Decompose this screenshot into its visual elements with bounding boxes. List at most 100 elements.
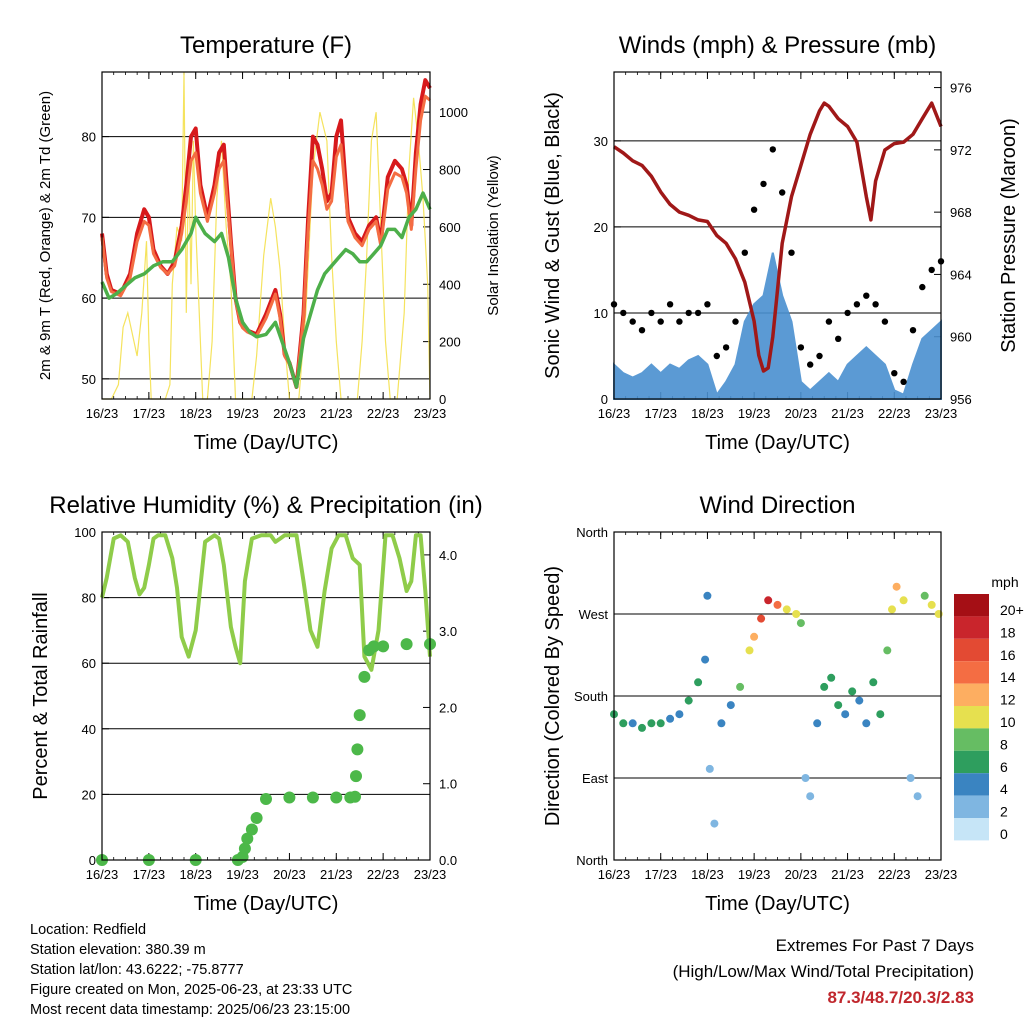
precip-point bbox=[350, 770, 362, 783]
y-tick-label: 50 bbox=[82, 372, 96, 387]
gust-point bbox=[760, 180, 767, 188]
y2-tick-label: 3.0 bbox=[439, 624, 457, 639]
y2-axis-label: Solar Insolation (Yellow) bbox=[485, 155, 502, 315]
chart-title-3: Relative Humidity (%) & Precipitation (i… bbox=[49, 492, 482, 519]
direction-point bbox=[806, 792, 815, 801]
y-axis-label: Percent & Total Rainfall bbox=[30, 592, 52, 800]
x-tick-label: 23/23 bbox=[925, 867, 958, 882]
gust-point bbox=[900, 378, 907, 385]
recent-text: Most recent data timestamp: 2025/06/23 2… bbox=[30, 1002, 351, 1018]
legend-label: 12 bbox=[1000, 692, 1016, 708]
x-tick-label: 22/23 bbox=[878, 867, 911, 882]
x-axis-label: Time (Day/UTC) bbox=[705, 893, 850, 915]
precip-point bbox=[358, 670, 371, 683]
y-tick-label: 80 bbox=[82, 130, 96, 145]
gust-point bbox=[676, 318, 683, 325]
x-tick-label: 16/23 bbox=[598, 406, 631, 421]
gust-point bbox=[713, 352, 720, 360]
series-wind-direction bbox=[610, 582, 943, 828]
direction-point bbox=[745, 646, 754, 655]
series-sonic-wind bbox=[613, 252, 942, 400]
legend-label: 10 bbox=[1000, 714, 1016, 730]
extremes-values: 87.3/48.7/20.3/2.83 bbox=[827, 988, 974, 1007]
x-tick-label: 20/23 bbox=[273, 867, 306, 882]
y2-tick-label: 956 bbox=[950, 392, 972, 407]
gust-point bbox=[657, 318, 664, 325]
legend-label: 0 bbox=[1000, 826, 1008, 842]
direction-point bbox=[717, 719, 726, 728]
gust-point bbox=[638, 327, 646, 334]
y-tick-label: West bbox=[579, 607, 609, 622]
x-tick-label: 19/23 bbox=[738, 867, 771, 882]
direction-point bbox=[694, 678, 703, 687]
gust-point bbox=[722, 344, 730, 351]
gust-point bbox=[629, 318, 636, 325]
series-gust bbox=[610, 146, 945, 385]
y-tick-label: North bbox=[576, 525, 608, 540]
legend-swatch bbox=[954, 683, 989, 706]
series-2m-dewpoint bbox=[100, 191, 432, 389]
gust-point bbox=[694, 309, 702, 317]
y2-axis-label: Station Pressure (Maroon) bbox=[998, 118, 1020, 353]
x-axis-label: Time (Day/UTC) bbox=[194, 893, 339, 915]
x-tick-label: 19/23 bbox=[226, 867, 259, 882]
legend-label: 18 bbox=[1000, 624, 1016, 640]
direction-point bbox=[855, 696, 864, 705]
y-tick-label: 30 bbox=[594, 134, 608, 149]
precip-point bbox=[306, 791, 319, 804]
y-tick-label: 60 bbox=[82, 656, 96, 671]
direction-point bbox=[750, 632, 759, 641]
y-tick-label: 40 bbox=[82, 722, 96, 737]
precip-point bbox=[351, 743, 364, 756]
precip-point bbox=[377, 640, 390, 653]
gust-point bbox=[750, 206, 758, 213]
x-tick-label: 18/23 bbox=[691, 406, 724, 421]
legend-swatch bbox=[954, 594, 989, 617]
legend-label: 4 bbox=[1000, 781, 1008, 797]
x-tick-label: 17/23 bbox=[644, 406, 677, 421]
y-axis-label: Sonic Wind & Gust (Blue, Black) bbox=[542, 92, 564, 379]
direction-point bbox=[888, 605, 896, 614]
x-tick-label: 22/23 bbox=[367, 406, 400, 421]
x-tick-label: 21/23 bbox=[320, 867, 353, 882]
legend-swatch bbox=[954, 728, 989, 751]
gust-point bbox=[769, 146, 776, 153]
gust-point bbox=[891, 370, 898, 377]
direction-point bbox=[820, 682, 829, 691]
x-tick-label: 21/23 bbox=[320, 406, 353, 421]
gust-point bbox=[863, 292, 870, 299]
gust-point bbox=[779, 189, 786, 196]
direction-point bbox=[773, 600, 782, 609]
y-tick-label: North bbox=[576, 853, 608, 868]
y-tick-label: 20 bbox=[82, 787, 96, 802]
x-tick-label: 18/23 bbox=[179, 867, 212, 882]
precip-point bbox=[245, 823, 258, 836]
gust-point bbox=[732, 318, 739, 325]
y2-tick-label: 800 bbox=[439, 163, 461, 178]
x-tick-label: 16/23 bbox=[598, 867, 631, 882]
extremes-subtitle: (High/Low/Max Wind/Total Precipitation) bbox=[672, 962, 974, 981]
legend-label: 8 bbox=[1000, 736, 1008, 752]
direction-point bbox=[913, 792, 922, 801]
precip-point bbox=[238, 842, 251, 855]
direction-point bbox=[684, 696, 693, 705]
x-tick-label: 16/23 bbox=[86, 406, 119, 421]
x-tick-label: 23/23 bbox=[414, 406, 447, 421]
gust-point bbox=[825, 318, 833, 325]
gust-point bbox=[648, 309, 655, 317]
y2-tick-label: 1000 bbox=[439, 105, 468, 120]
y2-tick-label: 960 bbox=[950, 330, 972, 345]
legend-swatch bbox=[954, 773, 989, 796]
gust-point bbox=[928, 266, 935, 274]
y2-tick-label: 1.0 bbox=[439, 777, 457, 792]
x-tick-label: 23/23 bbox=[925, 406, 958, 421]
plot-frame bbox=[101, 531, 431, 861]
direction-point bbox=[862, 719, 871, 728]
direction-point bbox=[647, 719, 656, 728]
precip-point bbox=[283, 791, 296, 804]
gust-point bbox=[909, 327, 917, 334]
legend-label: 16 bbox=[1000, 647, 1016, 663]
station-info: Location: Redfield Station elevation: 38… bbox=[30, 920, 352, 1020]
y2-tick-label: 4.0 bbox=[439, 548, 457, 563]
y-axis-label: 2m & 9m T (Red, Orange) & 2m Td (Green) bbox=[37, 91, 54, 380]
